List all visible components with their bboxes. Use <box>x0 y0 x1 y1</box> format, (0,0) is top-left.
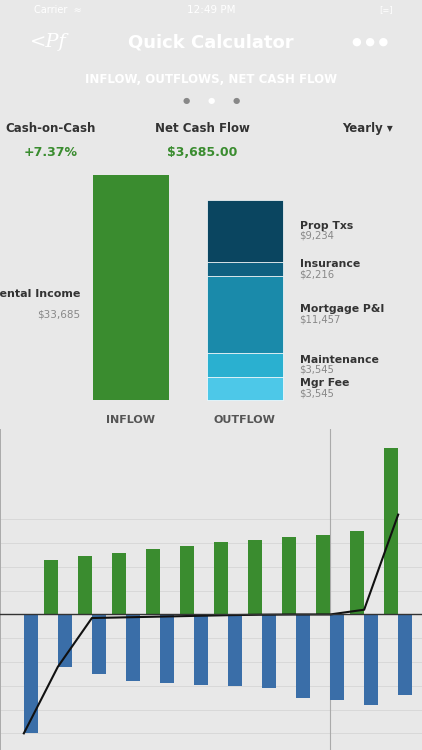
Bar <box>207 352 283 376</box>
Bar <box>316 535 330 614</box>
Text: Net Cash Flow: Net Cash Flow <box>155 122 250 135</box>
Bar <box>398 614 412 695</box>
Text: $3,685.00: $3,685.00 <box>168 146 238 159</box>
Text: Yearly ▾: Yearly ▾ <box>342 122 392 135</box>
Text: ●: ● <box>207 97 215 106</box>
Text: $33,685: $33,685 <box>37 310 80 320</box>
Bar <box>78 556 92 614</box>
Bar <box>112 553 126 614</box>
Bar <box>207 200 283 262</box>
Bar <box>214 542 228 614</box>
Bar <box>92 614 106 674</box>
Text: INFLOW, OUTFLOWS, NET CASH FLOW: INFLOW, OUTFLOWS, NET CASH FLOW <box>85 74 337 86</box>
Text: Mortgage P&I: Mortgage P&I <box>300 304 384 314</box>
Bar <box>207 276 283 352</box>
Text: Cash-on-Cash: Cash-on-Cash <box>5 122 96 135</box>
Bar <box>282 537 296 614</box>
Bar <box>146 549 160 614</box>
Text: Carrier  ≈: Carrier ≈ <box>34 5 81 15</box>
Bar <box>384 448 398 614</box>
Text: $11,457: $11,457 <box>300 315 341 325</box>
Text: [=]: [=] <box>379 5 392 14</box>
Bar <box>126 614 140 681</box>
Bar <box>160 614 174 683</box>
Bar <box>58 614 72 667</box>
Text: ●: ● <box>233 97 240 106</box>
Text: ● ● ●: ● ● ● <box>352 37 388 47</box>
Text: Mgr Fee: Mgr Fee <box>300 378 349 388</box>
Text: $9,234: $9,234 <box>300 231 335 241</box>
Text: Maintenance: Maintenance <box>300 355 379 364</box>
Text: $3,545: $3,545 <box>300 364 335 375</box>
Bar <box>296 614 310 698</box>
Text: Quick Calculator: Quick Calculator <box>128 33 294 51</box>
Bar <box>207 262 283 276</box>
Bar <box>180 545 194 614</box>
Text: $2,216: $2,216 <box>300 269 335 279</box>
Bar <box>350 531 364 614</box>
Text: Rental Income: Rental Income <box>0 290 80 299</box>
Text: 12:49 PM: 12:49 PM <box>187 5 235 15</box>
Text: ●: ● <box>182 97 189 106</box>
Bar <box>228 614 242 686</box>
Bar <box>207 376 283 400</box>
Text: <Pf: <Pf <box>30 33 66 51</box>
Text: OUTFLOW: OUTFLOW <box>214 415 276 424</box>
Bar <box>93 176 169 400</box>
Bar <box>364 614 379 705</box>
Bar <box>194 614 208 685</box>
Text: Insurance: Insurance <box>300 259 360 268</box>
Text: Prop Txs: Prop Txs <box>300 220 353 230</box>
Bar <box>262 614 276 689</box>
Bar <box>24 614 38 734</box>
Bar <box>43 560 58 614</box>
Text: INFLOW: INFLOW <box>106 415 155 424</box>
Bar <box>330 614 344 700</box>
Text: $3,545: $3,545 <box>300 388 335 398</box>
Bar <box>248 539 262 614</box>
Text: +7.37%: +7.37% <box>24 146 78 159</box>
